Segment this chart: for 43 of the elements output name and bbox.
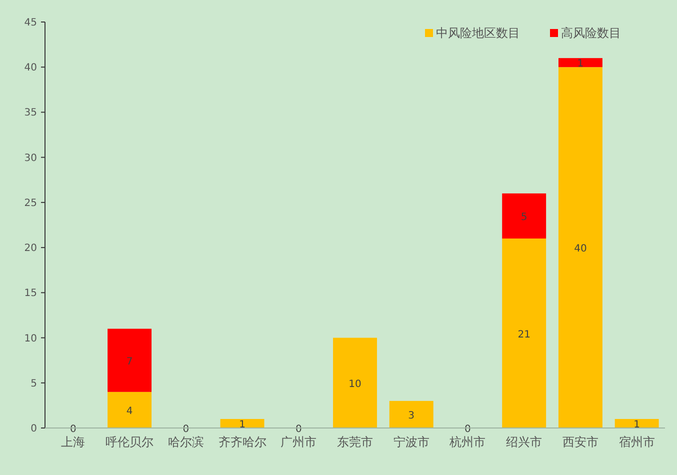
y-tick-label: 5 <box>30 378 37 390</box>
x-tick-label: 呼伦贝尔 <box>106 435 154 449</box>
bar <box>108 328 152 392</box>
data-label: 40 <box>574 244 587 255</box>
data-label: 7 <box>126 356 133 368</box>
bar <box>502 193 546 239</box>
x-tick-label: 哈尔滨 <box>168 435 204 449</box>
bar <box>502 238 546 428</box>
x-tick-label: 上海 <box>61 435 86 449</box>
x-tick-label: 东莞市 <box>337 435 373 449</box>
y-tick-label: 10 <box>24 333 37 344</box>
x-tick-label: 宁波市 <box>393 435 430 449</box>
bar <box>389 400 434 428</box>
y-tick-label: 0 <box>30 424 37 434</box>
bar <box>220 418 264 428</box>
x-tick-label: 杭州市 <box>448 435 486 449</box>
data-label: 3 <box>408 410 415 422</box>
y-tick-label: 25 <box>24 198 37 209</box>
y-tick-label: 35 <box>24 108 37 119</box>
x-tick-label: 西安市 <box>562 435 598 449</box>
x-tick-label: 宿州市 <box>618 435 655 449</box>
y-tick-label: 45 <box>24 18 37 28</box>
data-label: 4 <box>126 406 133 417</box>
x-tick-label: 绍兴市 <box>506 435 542 449</box>
bar <box>558 58 602 68</box>
y-tick-label: 40 <box>24 62 37 74</box>
legend-label: 中风险地区数目 <box>436 26 520 40</box>
data-label: 1 <box>577 58 584 70</box>
data-label: 1 <box>634 419 640 430</box>
bar <box>614 418 659 428</box>
data-label: 5 <box>520 212 528 223</box>
y-tick-label: 30 <box>24 152 37 164</box>
y-tick-label: 20 <box>24 243 37 254</box>
bar <box>333 338 377 428</box>
bar <box>558 67 602 428</box>
bar <box>108 392 152 428</box>
y-tick-label: 15 <box>24 288 37 300</box>
x-tick-label: 齐齐哈尔 <box>218 435 266 449</box>
data-label: 1 <box>239 419 246 430</box>
legend-label: 高风险数目 <box>561 26 621 40</box>
data-label: 10 <box>348 378 362 390</box>
data-label: 21 <box>518 329 530 340</box>
x-tick-label: 广州市 <box>280 435 317 449</box>
